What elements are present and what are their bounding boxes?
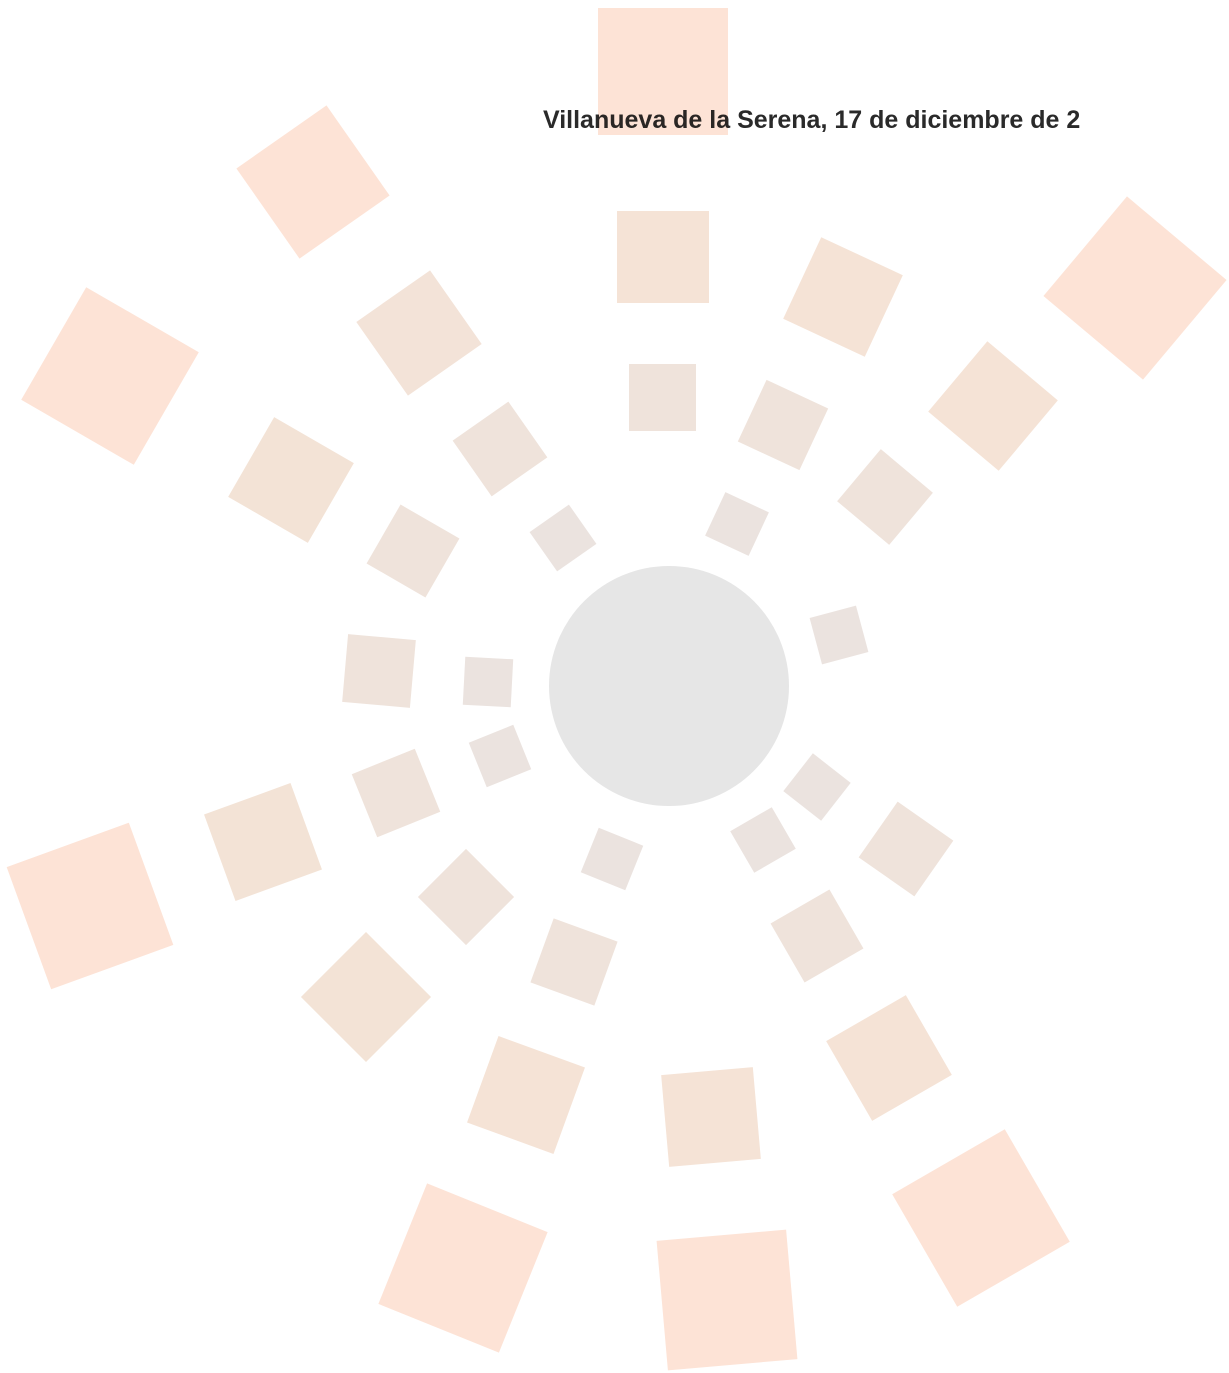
square: [7, 823, 174, 990]
square: [1043, 196, 1226, 379]
square: [469, 725, 531, 787]
square: [530, 505, 597, 572]
square: [661, 1067, 761, 1167]
square: [453, 402, 548, 497]
center-circle: [549, 566, 789, 806]
square: [705, 492, 769, 556]
square: [826, 995, 952, 1121]
square: [378, 1183, 547, 1352]
square: [892, 1129, 1070, 1307]
square: [356, 270, 481, 395]
square: [837, 449, 933, 545]
square: [783, 237, 903, 357]
square: [236, 105, 389, 258]
square: [581, 828, 643, 890]
square: [771, 890, 864, 983]
square: [301, 932, 431, 1062]
square: [530, 918, 617, 1005]
square: [617, 211, 709, 303]
square: [928, 341, 1058, 471]
square: [629, 364, 696, 431]
place-date: Villanueva de la Serena, 17 de diciembre…: [543, 106, 1080, 135]
square: [21, 287, 199, 465]
square: [204, 783, 322, 901]
square: [810, 606, 869, 665]
page: {"header": {"place_date": "Villanueva de…: [0, 0, 1229, 1373]
square: [783, 753, 850, 820]
square: [418, 849, 514, 945]
square: [730, 807, 796, 873]
square: [738, 380, 828, 470]
square: [367, 505, 460, 598]
square: [342, 634, 416, 708]
background-pattern: [0, 0, 1229, 1373]
square: [657, 1230, 798, 1371]
square: [228, 417, 354, 543]
square: [467, 1036, 585, 1154]
square: [859, 802, 954, 897]
square: [352, 749, 441, 838]
square: [463, 657, 513, 707]
